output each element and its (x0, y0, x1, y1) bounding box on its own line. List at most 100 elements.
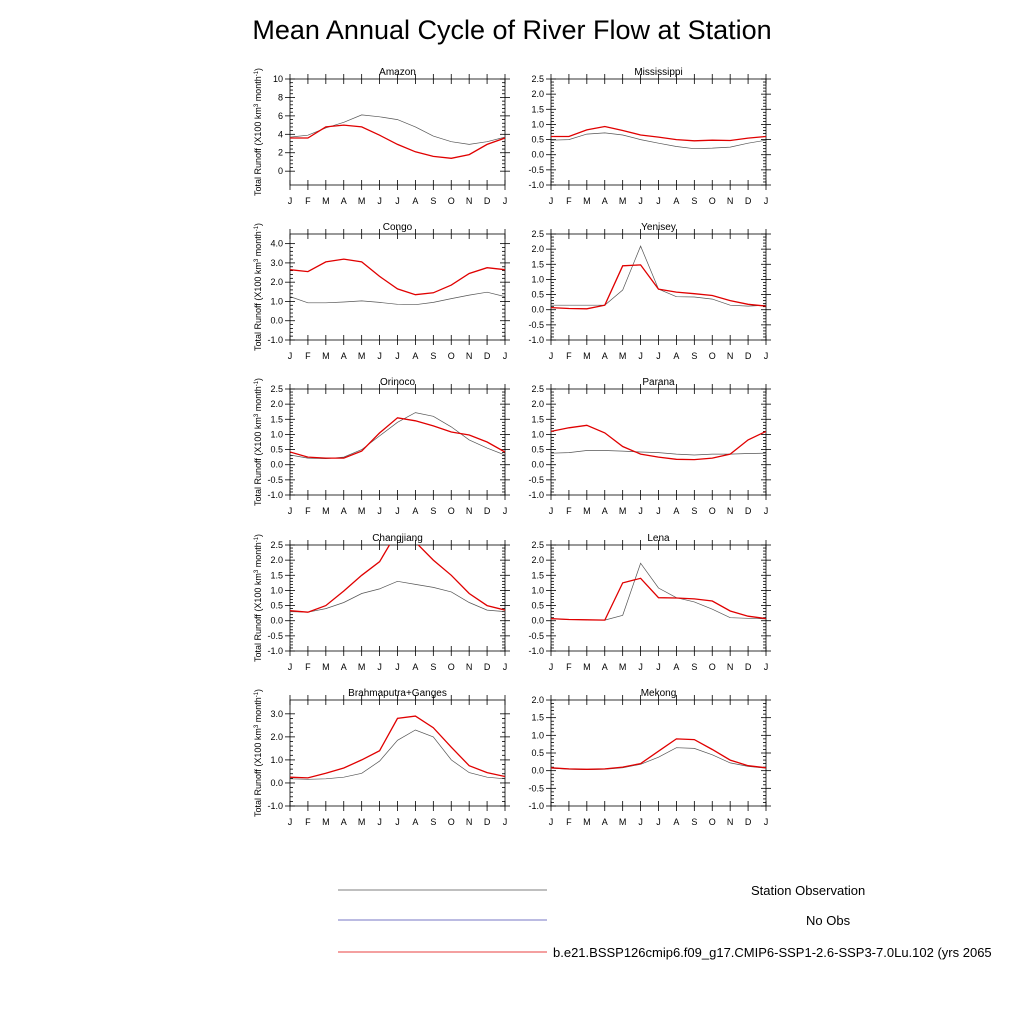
y-tick-label: 3.0 (270, 258, 283, 268)
x-tick-label: J (288, 662, 293, 672)
x-tick-label: O (709, 196, 716, 206)
y-tick-label: -1.0 (528, 490, 544, 500)
y-tick-label: 1.0 (531, 119, 544, 129)
y-tick-label: 2.0 (531, 695, 544, 705)
panel-lena: Lena J F M A M J J A S O N D J -1.0 -0.5 0.0 0.5 1.0 1.5 2.0… (528, 533, 771, 672)
series-line-station-observation (290, 729, 505, 780)
y-axis-label-part: ) (253, 223, 263, 226)
y-tick-label: 1.5 (531, 259, 544, 269)
y-tick-label: 0.0 (531, 616, 544, 626)
x-tick-label: J (638, 817, 643, 827)
panel-title: Orinoco (380, 377, 415, 388)
x-tick-label: O (709, 351, 716, 361)
x-tick-label: D (484, 817, 491, 827)
x-tick-label: F (566, 506, 572, 516)
x-tick-label: S (430, 817, 436, 827)
panel-frame (550, 699, 767, 807)
x-tick-label: A (341, 817, 347, 827)
x-tick-label: A (412, 662, 418, 672)
panel-parana: Parana J F M A M J J A S O N D J -1.0 -0.5 0.0 0.5 1.0 1.5 2… (528, 377, 771, 516)
y-tick-label: 0.0 (270, 616, 283, 626)
x-tick-label: J (395, 662, 400, 672)
x-tick-label: J (549, 817, 554, 827)
panels-group: Amazon J F M A M J J A S O N D J 0 2 4 6 8 10 Total Runoff (… (253, 67, 771, 827)
x-tick-label: J (656, 506, 661, 516)
x-tick-label: N (727, 817, 734, 827)
x-tick-label: A (673, 662, 679, 672)
y-tick-label: 1.5 (531, 713, 544, 723)
x-tick-label: F (566, 662, 572, 672)
x-tick-label: J (503, 351, 508, 361)
x-tick-label: F (305, 817, 311, 827)
x-tick-label: M (619, 196, 627, 206)
y-tick-label: -1.0 (528, 180, 544, 190)
panel-amazon: Amazon J F M A M J J A S O N D J 0 2 4 6 8 10 Total Runoff (… (253, 67, 510, 206)
y-tick-label: -1.0 (267, 490, 283, 500)
x-tick-label: A (602, 662, 608, 672)
x-tick-label: A (341, 662, 347, 672)
y-tick-label: -0.5 (267, 475, 283, 485)
y-axis-label-part: -1 (254, 536, 260, 542)
panel-brahmaputra-ganges: Brahmaputra+Ganges J F M A M J J A S O N D J -1.0 0.0 1.… (253, 688, 510, 827)
x-tick-label: M (358, 817, 366, 827)
x-tick-label: A (341, 506, 347, 516)
panel-title: Mississippi (634, 67, 682, 78)
y-tick-label: 0.5 (531, 601, 544, 611)
y-tick-label: 0.0 (531, 460, 544, 470)
y-axis-label-part: month (253, 76, 263, 104)
x-tick-label: A (673, 351, 679, 361)
x-tick-label: J (377, 506, 382, 516)
y-tick-label: -0.5 (528, 475, 544, 485)
panel-title: Brahmaputra+Ganges (348, 688, 447, 699)
x-tick-label: M (322, 662, 330, 672)
x-tick-label: J (549, 506, 554, 516)
y-tick-label: -1.0 (528, 801, 544, 811)
x-tick-label: F (566, 351, 572, 361)
panel-frame (289, 699, 506, 807)
series-line-model (290, 545, 505, 613)
y-tick-label: -1.0 (267, 646, 283, 656)
x-tick-label: F (305, 506, 311, 516)
x-tick-label: M (322, 351, 330, 361)
legend: Station Observation No Obs b.e21.BSSP126cm… (338, 883, 992, 960)
x-tick-label: J (377, 351, 382, 361)
y-tick-label: 4 (278, 129, 283, 139)
y-axis-label-part: Total Runoff (X100 km (253, 728, 263, 817)
y-tick-label: 2.5 (531, 540, 544, 550)
x-tick-label: A (341, 351, 347, 361)
y-tick-label: -0.5 (267, 631, 283, 641)
series-line-model (290, 715, 505, 779)
series-line-model (290, 258, 505, 296)
y-tick-label: 2.0 (531, 399, 544, 409)
x-tick-label: O (448, 506, 455, 516)
x-tick-label: A (602, 506, 608, 516)
x-tick-label: A (602, 196, 608, 206)
y-axis-label-part: month (253, 386, 263, 414)
x-tick-label: N (466, 817, 473, 827)
y-tick-label: 2.5 (270, 540, 283, 550)
y-tick-label: 0.5 (531, 290, 544, 300)
y-axis-label-part: Total Runoff (X100 km (253, 262, 263, 351)
x-tick-label: J (288, 817, 293, 827)
x-tick-label: M (358, 351, 366, 361)
x-tick-label: M (358, 196, 366, 206)
series-line-model (551, 424, 766, 461)
y-tick-label: 0.5 (531, 135, 544, 145)
y-tick-label: 0.0 (531, 150, 544, 160)
y-axis-label: Total Runoff (X100 km3 month-1) (253, 223, 263, 351)
y-tick-label: 2.0 (270, 732, 283, 742)
y-tick-label: 0.0 (270, 316, 283, 326)
x-tick-label: S (691, 662, 697, 672)
y-axis-label-part: ) (253, 534, 263, 537)
x-tick-label: S (430, 351, 436, 361)
panel-frame (550, 233, 767, 341)
y-axis-label-part: month (253, 697, 263, 725)
y-tick-label: 0.0 (531, 305, 544, 315)
panel-title: Parana (642, 377, 675, 388)
x-tick-label: A (412, 196, 418, 206)
x-tick-label: J (656, 817, 661, 827)
x-tick-label: S (691, 351, 697, 361)
y-tick-label: 1.0 (270, 585, 283, 595)
y-tick-label: 0.5 (270, 445, 283, 455)
y-tick-label: 0.0 (270, 778, 283, 788)
